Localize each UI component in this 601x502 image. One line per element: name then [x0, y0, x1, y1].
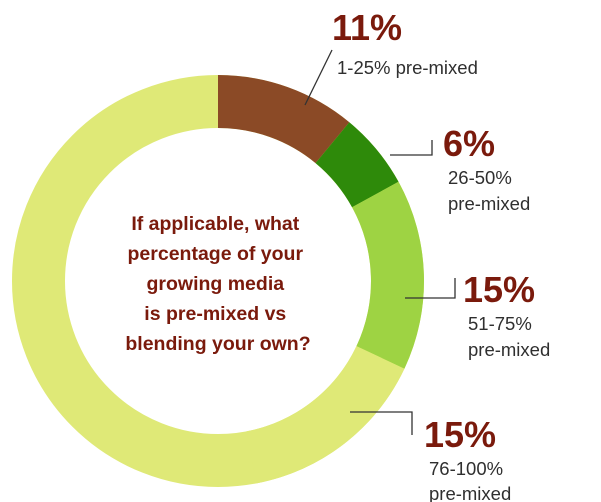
slice-3-percent: 15%	[463, 269, 535, 310]
leader-line-1	[304, 49, 333, 106]
leader-lines	[304, 49, 456, 435]
donut-slice-4	[246, 346, 405, 484]
donut-slice-1	[218, 75, 350, 164]
slice-4-percent: 15%	[424, 414, 496, 455]
chart-title-line: is pre-mixed vs	[144, 303, 286, 325]
chart-title: If applicable, what percentage of your g…	[125, 213, 310, 355]
donut-slice-2	[315, 122, 399, 208]
chart-title-line: blending your own?	[125, 333, 310, 355]
donut-slices	[12, 75, 424, 487]
slice-3-label: 51-75%	[468, 313, 532, 334]
leader-line-2	[390, 140, 433, 156]
slice-1-percent: 11%	[332, 7, 402, 48]
slice-2-label: pre-mixed	[448, 193, 530, 214]
slice-3-label: pre-mixed	[468, 339, 550, 360]
slice-4-label: 76-100%	[429, 458, 503, 479]
leader-line-4	[350, 411, 413, 435]
donut-slice-3	[352, 181, 424, 369]
leader-line-3	[405, 278, 456, 299]
chart-title-line: growing media	[146, 273, 284, 295]
slice-1-label: 1-25% pre-mixed	[337, 57, 478, 78]
chart-title-line: percentage of your	[128, 243, 304, 265]
slice-4-label: pre-mixed	[429, 483, 511, 502]
slice-2-percent: 6%	[443, 123, 495, 164]
chart-title-line: If applicable, what	[131, 213, 299, 235]
slice-2-label: 26-50%	[448, 167, 512, 188]
